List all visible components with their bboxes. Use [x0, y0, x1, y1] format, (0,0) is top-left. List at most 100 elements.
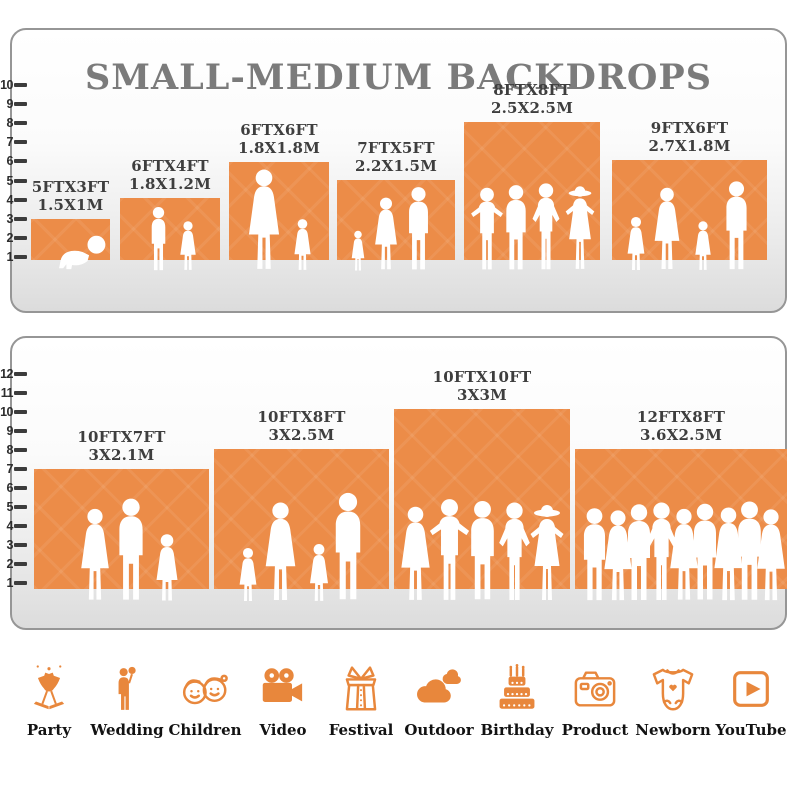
backdrop-block-6x4: 6FTX4FT 1.8X1.2M	[120, 157, 220, 260]
ruler-number: 1	[6, 576, 14, 590]
man-silhouette	[720, 180, 753, 272]
ruler-row: 4	[0, 193, 28, 207]
backdrop-block-10x7: 10FTX7FT 3X2.1M	[34, 428, 209, 589]
backdrop-rect	[229, 162, 329, 260]
category-label: YouTube	[715, 721, 787, 739]
backdrop-rect	[337, 180, 455, 260]
ruler-row: 1	[0, 250, 28, 264]
category-children: Children	[168, 662, 242, 739]
ruler-number: 3	[6, 211, 14, 226]
ruler-row: 12	[0, 367, 28, 381]
feet-ruler-bottom: 12 11 10 9 8 7 6 5 4 3 2 1	[0, 367, 28, 590]
girl-silhouette	[177, 220, 199, 272]
category-newborn: Newborn	[635, 662, 711, 739]
backdrop-rect	[394, 409, 570, 589]
category-label: Product	[561, 721, 629, 739]
woman-silhouette	[243, 168, 285, 272]
backdrop-block-6x6: 6FTX6FT 1.8X1.8M	[229, 121, 329, 260]
backdrop-size-label: 8FTX8FT 2.5X2.5M	[490, 81, 574, 117]
ruler-number: 7	[6, 135, 14, 150]
ruler-tick	[14, 467, 27, 471]
ruler-tick	[14, 391, 27, 395]
ruler-number: 4	[6, 519, 14, 533]
ruler-tick	[14, 102, 27, 107]
backdrop-block-5x3: 5FTX3FT 1.5X1M	[31, 178, 110, 260]
woman-with-hat-silhouette	[560, 184, 600, 272]
backdrop-size-label: 6FTX6FT 1.8X1.8M	[237, 121, 321, 157]
ruler-tick	[14, 83, 27, 87]
woman-silhouette	[76, 507, 114, 603]
man-silhouette	[328, 491, 368, 603]
ruler-number: 7	[6, 462, 14, 476]
backdrop-size-label: 9FTX6FT 2.7X1.8M	[648, 119, 731, 155]
backdrop-rect	[120, 198, 220, 260]
backdrop-size-label: 10FTX8FT 3X2.5M	[257, 408, 346, 444]
ruler-tick	[14, 121, 27, 126]
ruler-number: 11	[0, 386, 14, 400]
backdrop-size-label: 10FTX7FT 3X2.1M	[77, 428, 166, 464]
page-title: SMALL-MEDIUM BACKDROPS	[84, 57, 713, 99]
category-video: Video	[246, 662, 320, 739]
backdrop-size-label: 5FTX3FT 1.5X1M	[31, 178, 110, 214]
clouds-icon	[417, 669, 461, 703]
ruler-tick	[14, 562, 27, 566]
category-label: Outdoor	[404, 721, 474, 739]
boy-silhouette	[146, 206, 171, 272]
woman-with-hat-silhouette	[524, 503, 570, 603]
ruler-tick	[14, 140, 27, 145]
backdrop-size-label: 12FTX8FT 3.6X2.5M	[636, 408, 726, 444]
backdrop-rect	[464, 122, 600, 260]
ruler-row: 5	[0, 500, 28, 514]
ruler-tick	[14, 486, 27, 490]
backdrop-size-label: 7FTX5FT 2.2X1.5M	[354, 139, 438, 175]
backdrop-rect	[214, 449, 389, 589]
ruler-tick	[14, 505, 27, 509]
backdrop-block-8x8: 8FTX8FT 2.5X2.5M	[464, 81, 600, 260]
ruler-row: 7	[0, 462, 28, 476]
medium-backdrops-panel: 10FTX7FT 3X2.1M 10FTX8FT 3X2.5M 10FTX10FT 3…	[10, 336, 787, 630]
category-product: Product	[558, 662, 632, 739]
backdrop-block-12x8: 12FTX8FT 3.6X2.5M	[575, 408, 787, 589]
movie-camera-icon	[262, 668, 303, 702]
ruler-row: 1	[0, 576, 28, 590]
backdrop-block-9x6: 9FTX6FT 2.7X1.8M	[612, 119, 767, 260]
ruler-tick	[14, 197, 27, 202]
ruler-tick	[14, 178, 27, 183]
category-label: Birthday	[480, 721, 554, 739]
ruler-row: 3	[0, 538, 28, 552]
category-youtube: YouTube	[714, 662, 788, 739]
ruler-row: 7	[0, 135, 28, 149]
ruler-tick	[14, 254, 27, 259]
girl-silhouette	[236, 547, 260, 603]
category-birthday: Birthday	[480, 662, 554, 739]
woman-silhouette	[371, 196, 401, 272]
category-label: Wedding	[90, 721, 164, 739]
backdrop-size-label: 6FTX4FT 1.8X1.2M	[128, 157, 212, 193]
ruler-tick	[14, 524, 27, 528]
backdrop-size-label: 10FTX10FT 3X3M	[432, 368, 532, 404]
ruler-number: 8	[6, 116, 14, 131]
backdrop-block-10x10: 10FTX10FT 3X3M	[394, 368, 570, 589]
category-label: Party	[26, 721, 72, 739]
category-label: Children	[168, 721, 242, 739]
ruler-row: 10	[0, 405, 28, 419]
gift-box-icon	[345, 666, 377, 711]
ruler-row: 2	[0, 231, 28, 245]
category-label: Festival	[328, 721, 394, 739]
ruler-number: 9	[6, 424, 14, 438]
ruler-row: 11	[0, 386, 28, 400]
baby-onesie-icon	[652, 668, 694, 711]
ruler-number: 5	[6, 173, 14, 188]
man-silhouette	[112, 497, 150, 603]
ruler-number: 8	[6, 443, 14, 457]
ruler-row: 8	[0, 443, 28, 457]
ruler-tick	[14, 429, 27, 433]
small-backdrops-panel: SMALL-MEDIUM BACKDROPS 5FTX3FT 1.5X1M 6FT…	[10, 28, 787, 313]
photo-camera-icon	[574, 671, 616, 707]
ruler-row: 6	[0, 154, 28, 168]
ruler-row: 3	[0, 212, 28, 226]
woman-silhouette	[260, 501, 301, 603]
category-label: Newborn	[635, 721, 711, 739]
ruler-number: 6	[6, 481, 14, 495]
